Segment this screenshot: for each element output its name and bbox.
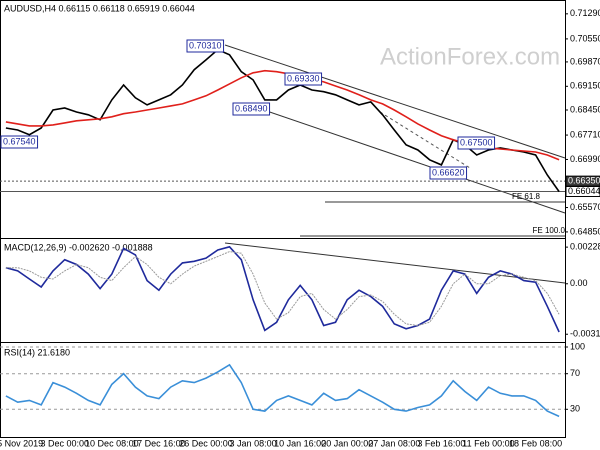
macd-trendline <box>224 242 566 284</box>
x-tick-label: 3 Jan 08:00 <box>230 438 277 448</box>
y-tick-label: 0.65570 <box>570 202 600 212</box>
x-tick-label: 11 Feb 00:00 <box>462 438 514 448</box>
x-tick-label: 26 Dec 00:00 <box>179 438 233 448</box>
y-tick-label: 30 <box>570 404 580 414</box>
y-tick-label: 0.70550 <box>570 33 600 43</box>
annotation-box <box>232 102 271 116</box>
y-tick-label: 100 <box>570 341 585 351</box>
x-tick-label: 18 Feb 08:00 <box>509 438 562 448</box>
x-tick-label: 27 Jan 08:00 <box>368 438 420 448</box>
frame <box>0 0 566 438</box>
annotation: 0.67540 <box>3 136 36 146</box>
annotation-box <box>0 135 39 149</box>
y-tick-label: 0.002281 <box>570 241 600 251</box>
y-tick-label: 0.69150 <box>570 81 600 91</box>
watermark: ActionForex.com <box>380 43 560 70</box>
pane-title: MACD(12,26,9) -0.002620 -0.001888 <box>4 242 153 252</box>
x-tick-label: 20 Jan 00:00 <box>321 438 373 448</box>
annotation: 0.67500 <box>460 137 493 147</box>
y-tick-label: 0.66990 <box>570 154 600 164</box>
annotation-box <box>186 39 225 53</box>
y-tick-label: 70 <box>570 368 580 378</box>
x-tick-label: 3 Feb 16:00 <box>417 438 465 448</box>
x-tick-label: 25 Nov 2019 <box>0 438 43 448</box>
annotation: 0.69330 <box>287 73 320 83</box>
annotation: 0.68490 <box>235 103 268 113</box>
y-tick-label: 0.00 <box>570 278 588 288</box>
level-label: 0.66350 <box>568 175 600 185</box>
y-tick-label: 0.69870 <box>570 56 600 66</box>
y-tick-label: 0.67710 <box>570 129 600 139</box>
y-tick-label: 0.71290 <box>570 8 600 18</box>
annotation-box <box>284 72 323 86</box>
y-tick-label: 0.68450 <box>570 104 600 114</box>
pane-title: RSI(14) 21.6180 <box>4 347 70 357</box>
pane-title: AUDUSD,H4 0.66115 0.66118 0.65919 0.6604… <box>4 3 195 13</box>
y-tick-label: -0.003141 <box>570 329 600 339</box>
annotation-box <box>457 136 496 150</box>
level-label: 0.66044 <box>568 186 600 196</box>
series-line <box>5 245 560 333</box>
level-box <box>565 185 600 197</box>
annotation-box <box>429 166 468 180</box>
x-tick-label: 10 Jan 16:00 <box>274 438 326 448</box>
x-tick-label: 10 Dec 08:00 <box>85 438 139 448</box>
fe-label: FE 61.8 <box>512 192 541 201</box>
fe-label: FE 100.0 <box>533 226 566 235</box>
x-tick-label: 3 Dec 00:00 <box>40 438 89 448</box>
channel-line <box>224 44 566 159</box>
x-tick-label: 17 Dec 16:00 <box>132 438 186 448</box>
channel-line <box>257 107 566 214</box>
annotation: 0.66620 <box>432 167 465 177</box>
series-line <box>5 363 560 418</box>
annotation: 0.70310 <box>189 40 222 50</box>
series-line <box>5 48 560 193</box>
y-tick-label: 0.64850 <box>570 226 600 236</box>
series-line <box>5 251 560 327</box>
